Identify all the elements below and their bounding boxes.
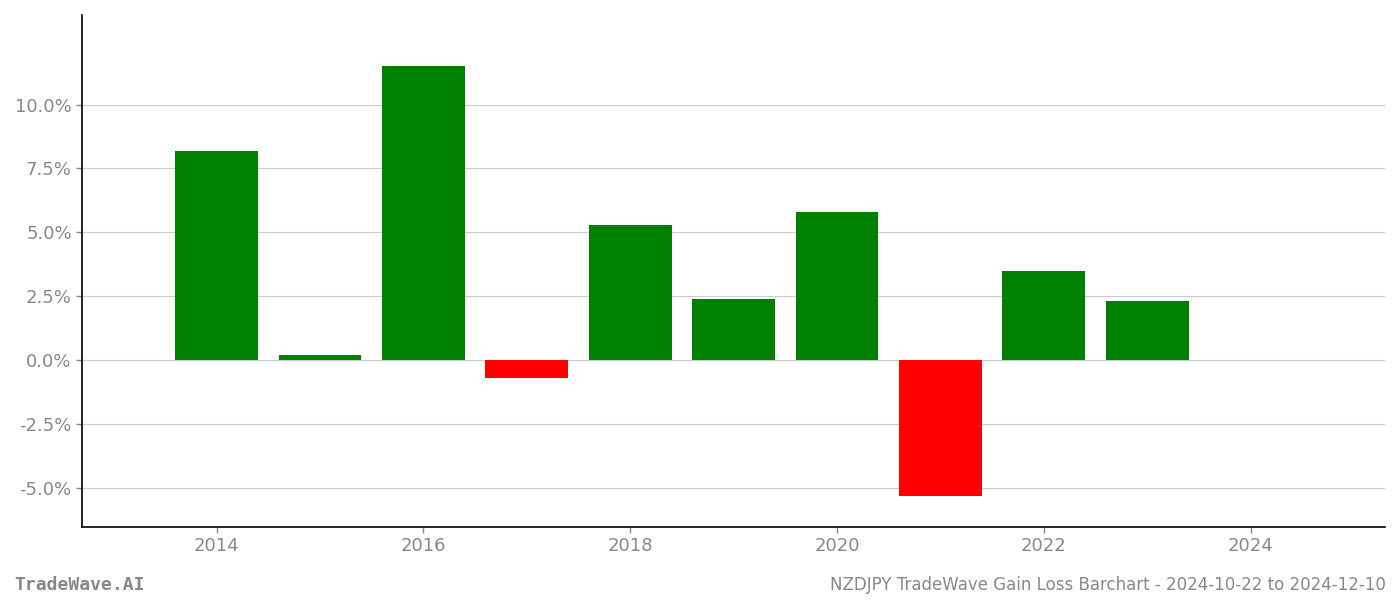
Bar — [486, 361, 568, 378]
Bar — [1106, 301, 1189, 361]
Bar — [589, 225, 672, 361]
Bar — [795, 212, 878, 361]
Bar — [899, 361, 981, 496]
Text: TradeWave.AI: TradeWave.AI — [14, 576, 144, 594]
Bar — [382, 66, 465, 361]
Text: NZDJPY TradeWave Gain Loss Barchart - 2024-10-22 to 2024-12-10: NZDJPY TradeWave Gain Loss Barchart - 20… — [830, 576, 1386, 594]
Bar — [692, 299, 776, 361]
Bar — [1002, 271, 1085, 361]
Bar — [175, 151, 258, 361]
Bar — [279, 355, 361, 361]
